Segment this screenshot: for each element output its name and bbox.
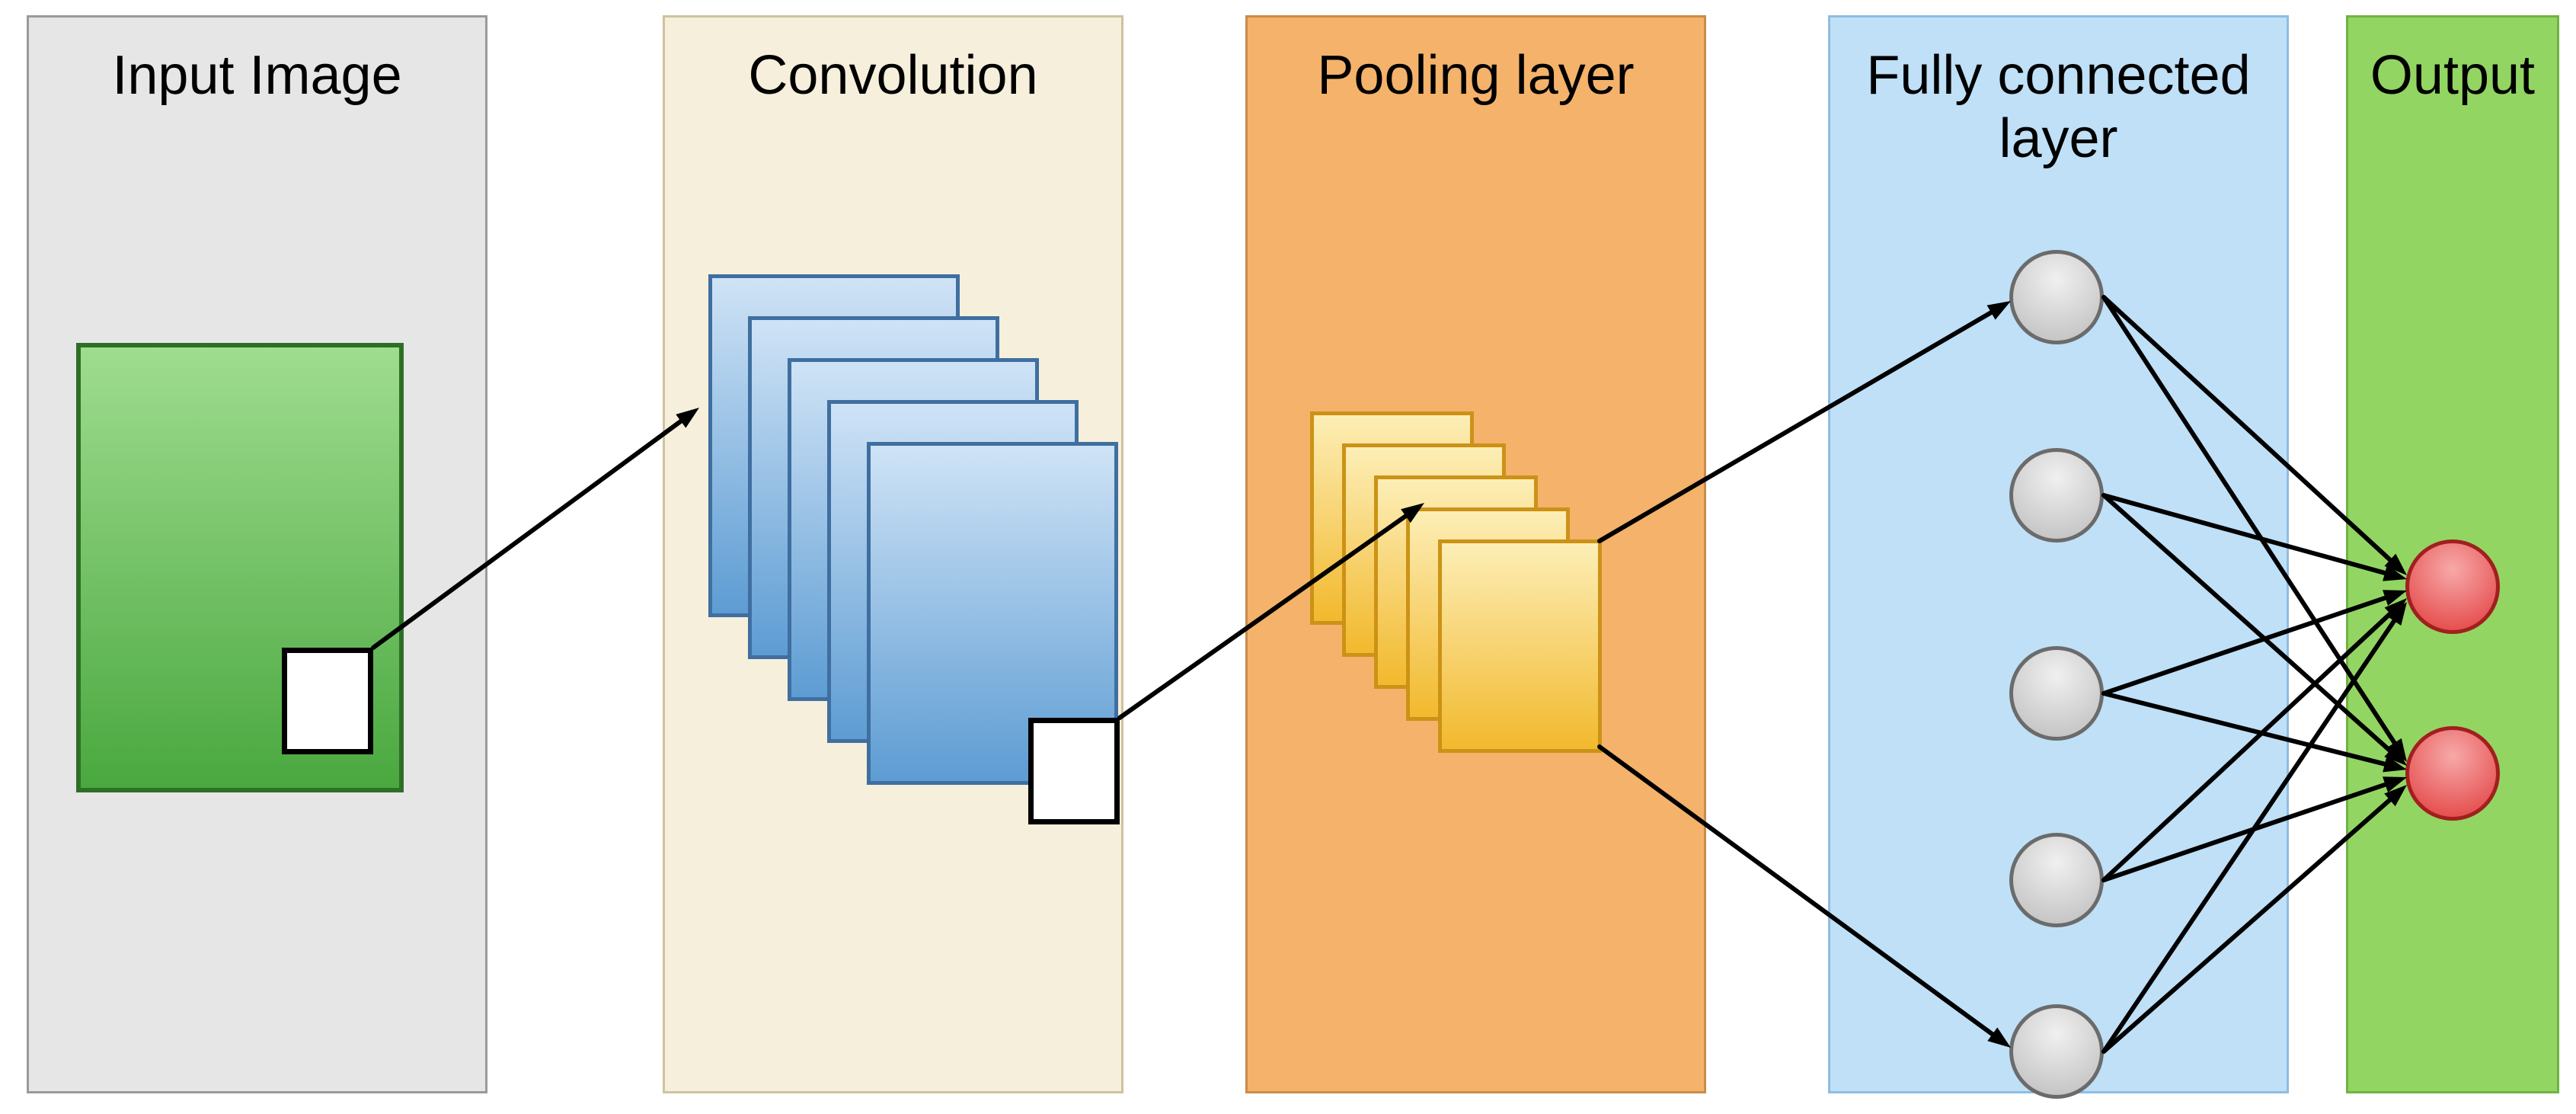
output-node-0	[2405, 539, 2500, 634]
pool-map-4	[1438, 539, 1602, 753]
panel-label-conv: Convolution	[665, 44, 1121, 107]
panel-label-fc: Fully connected layer	[1830, 44, 2287, 171]
fc-node-0	[2009, 250, 2104, 344]
fc-node-4	[2009, 1004, 2104, 1099]
fc-node-2	[2009, 646, 2104, 741]
panel-label-out: Output	[2348, 44, 2557, 107]
panel-label-pool: Pooling layer	[1248, 44, 1704, 107]
panel-label-input: Input Image	[29, 44, 485, 107]
diagram-stage: Input Image Convolution Pooling layer Fully…	[0, 0, 2576, 1114]
fc-node-3	[2009, 833, 2104, 927]
conv-kernel-rect	[1028, 718, 1120, 824]
output-node-1	[2405, 726, 2500, 821]
input-kernel-rect	[282, 648, 373, 754]
panel-fc: Fully connected layer	[1828, 15, 2289, 1093]
fc-node-1	[2009, 448, 2104, 543]
